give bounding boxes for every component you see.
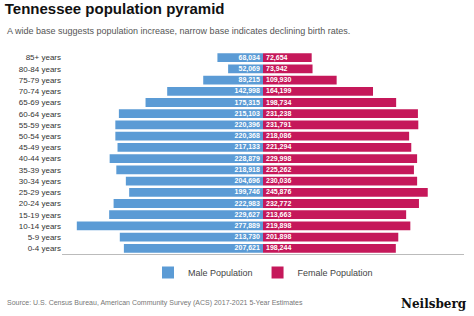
svg-text:45-49 years: 45-49 years <box>19 143 61 152</box>
svg-text:A wide base suggests populatio: A wide base suggests population increase… <box>7 26 350 36</box>
svg-text:221,294: 221,294 <box>266 143 291 151</box>
svg-text:232,772: 232,772 <box>266 200 291 208</box>
svg-text:230,036: 230,036 <box>266 177 291 185</box>
svg-text:213,730: 213,730 <box>235 233 260 241</box>
svg-text:219,898: 219,898 <box>266 222 291 230</box>
svg-text:Source: U.S. Census Bureau, Am: Source: U.S. Census Bureau, American Com… <box>7 299 303 307</box>
svg-text:231,791: 231,791 <box>266 121 291 129</box>
svg-text:15-19 years: 15-19 years <box>19 211 61 220</box>
svg-text:40-44 years: 40-44 years <box>19 154 61 163</box>
svg-text:Neilsberg: Neilsberg <box>401 297 467 311</box>
svg-text:109,930: 109,930 <box>266 76 291 84</box>
svg-text:213,663: 213,663 <box>266 211 291 219</box>
svg-text:65-69 years: 65-69 years <box>19 98 61 107</box>
svg-text:142,998: 142,998 <box>235 87 260 95</box>
svg-text:198,244: 198,244 <box>266 244 291 252</box>
svg-text:225,262: 225,262 <box>266 166 291 174</box>
svg-text:Tennessee population pyramid: Tennessee population pyramid <box>5 0 225 17</box>
svg-text:277,889: 277,889 <box>235 222 260 230</box>
svg-text:201,898: 201,898 <box>266 233 291 241</box>
svg-text:52,069: 52,069 <box>238 65 260 73</box>
svg-text:10-14 years: 10-14 years <box>19 222 61 231</box>
svg-text:229,998: 229,998 <box>266 155 291 163</box>
svg-text:217,133: 217,133 <box>235 143 260 151</box>
svg-text:85+ years: 85+ years <box>26 53 61 62</box>
svg-text:229,627: 229,627 <box>235 211 260 219</box>
svg-text:218,918: 218,918 <box>235 166 260 174</box>
svg-text:89,215: 89,215 <box>238 76 260 84</box>
svg-text:35-39 years: 35-39 years <box>19 166 61 175</box>
svg-text:55-59 years: 55-59 years <box>19 121 61 130</box>
svg-text:228,879: 228,879 <box>235 155 260 163</box>
svg-text:72,654: 72,654 <box>266 54 288 62</box>
svg-text:198,734: 198,734 <box>266 99 291 107</box>
svg-text:Male Population: Male Population <box>188 268 253 278</box>
svg-text:80-84 years: 80-84 years <box>19 65 61 74</box>
svg-text:222,983: 222,983 <box>235 200 260 208</box>
svg-text:30-34 years: 30-34 years <box>19 177 61 186</box>
svg-text:215,103: 215,103 <box>235 110 260 118</box>
svg-text:231,238: 231,238 <box>266 110 291 118</box>
svg-text:73,942: 73,942 <box>266 65 288 73</box>
svg-text:0-4 years: 0-4 years <box>28 244 61 253</box>
svg-text:199,746: 199,746 <box>235 188 260 196</box>
svg-text:70-74 years: 70-74 years <box>19 87 61 96</box>
svg-text:5-9 years: 5-9 years <box>28 233 61 242</box>
svg-text:75-79 years: 75-79 years <box>19 76 61 85</box>
svg-text:50-54 years: 50-54 years <box>19 132 61 141</box>
svg-text:60-64 years: 60-64 years <box>19 110 61 119</box>
svg-text:68,034: 68,034 <box>238 54 260 62</box>
svg-text:220,396: 220,396 <box>235 121 260 129</box>
svg-text:204,696: 204,696 <box>235 177 260 185</box>
svg-text:Female Population: Female Population <box>298 268 373 278</box>
svg-text:207,621: 207,621 <box>235 244 260 252</box>
svg-text:20-24 years: 20-24 years <box>19 199 61 208</box>
svg-text:175,315: 175,315 <box>235 99 260 107</box>
svg-text:220,368: 220,368 <box>235 132 260 140</box>
svg-text:218,086: 218,086 <box>266 132 291 140</box>
svg-text:164,199: 164,199 <box>266 87 291 95</box>
svg-text:25-29 years: 25-29 years <box>19 188 61 197</box>
svg-text:245,876: 245,876 <box>266 188 291 196</box>
